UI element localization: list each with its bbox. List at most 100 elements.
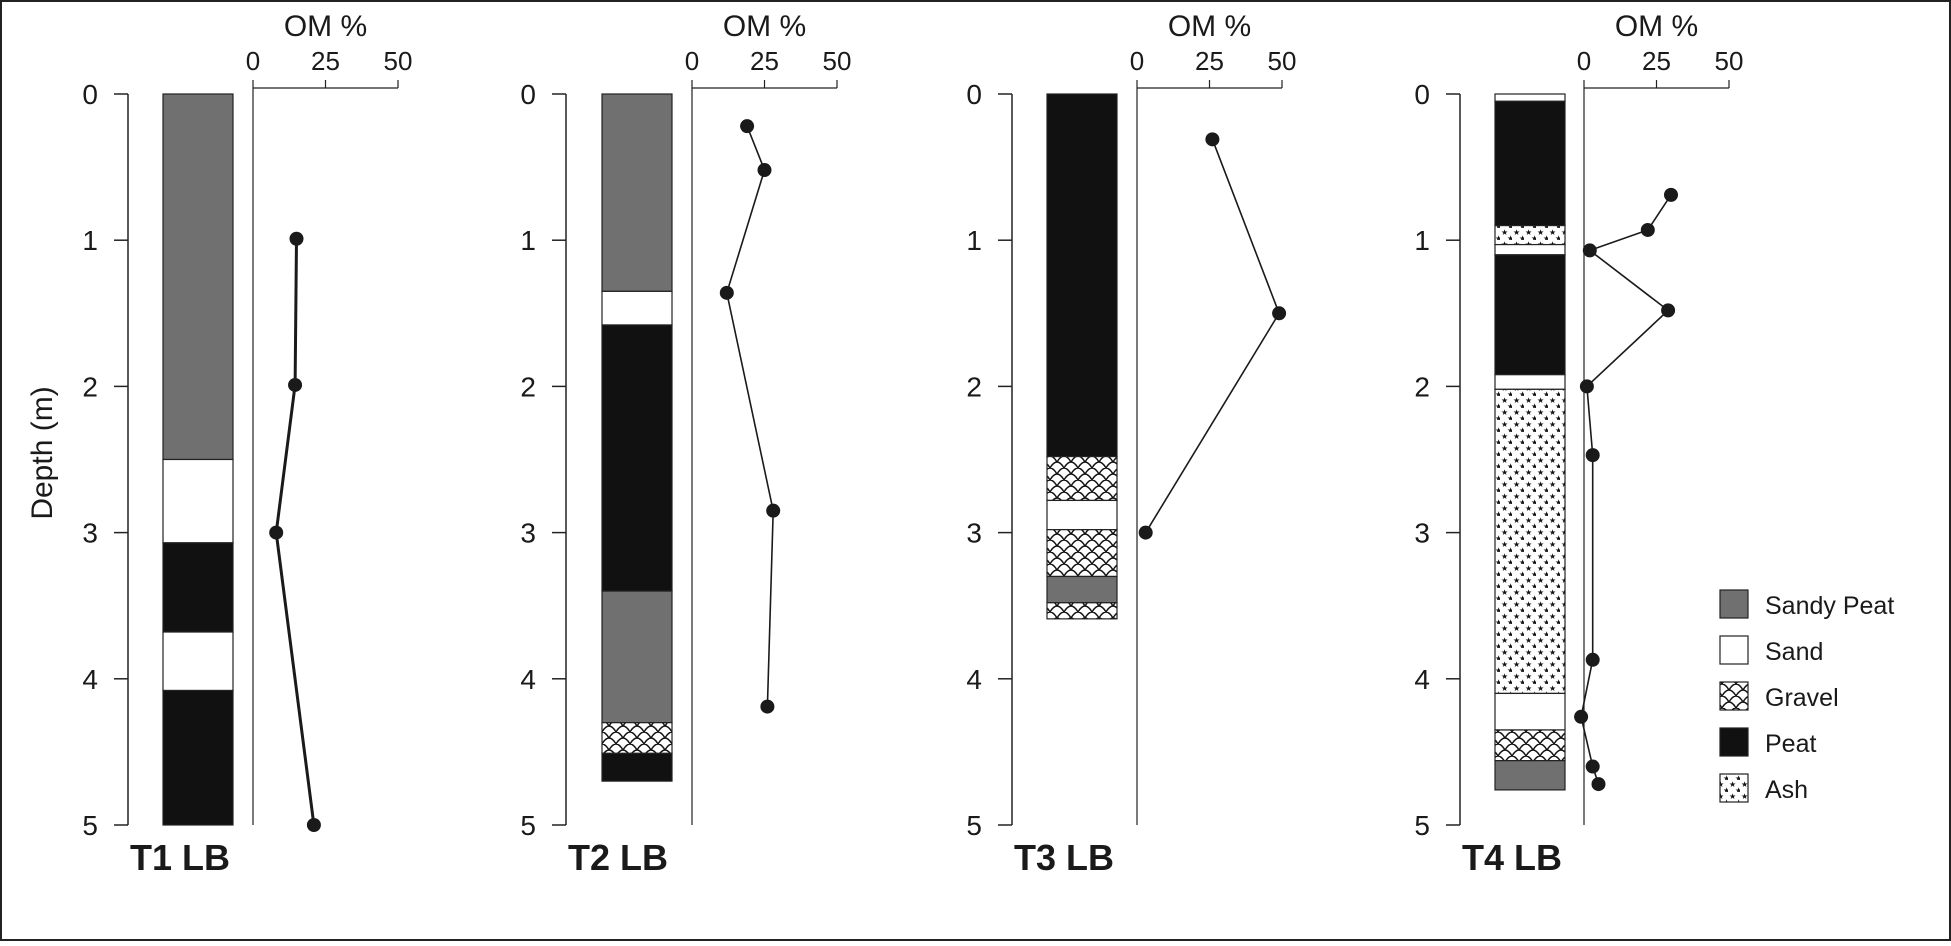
om-tick-label: 0 xyxy=(246,46,260,76)
y-axis-label: Depth (m) xyxy=(26,386,59,519)
depth-tick-label: 1 xyxy=(520,225,536,256)
om-data-point xyxy=(1661,303,1676,318)
layer-sand xyxy=(1494,93,1566,102)
layer-sandy-peat xyxy=(601,93,673,292)
om-data-point xyxy=(1579,379,1594,394)
layer-sand xyxy=(601,290,673,326)
om-tick-label: 25 xyxy=(311,46,340,76)
layer-peat xyxy=(601,752,673,782)
om-tick-label: 25 xyxy=(750,46,779,76)
om-data-point xyxy=(1138,525,1153,540)
legend-label: Gravel xyxy=(1765,684,1839,712)
legend-label: Ash xyxy=(1765,776,1808,804)
om-series-line xyxy=(1580,194,1672,785)
layer-peat xyxy=(162,689,234,826)
layer-peat xyxy=(1046,93,1118,458)
om-data-point xyxy=(1585,652,1600,667)
om-data-point xyxy=(757,163,772,178)
legend-swatch-peat xyxy=(1719,727,1749,757)
om-axis-label: OM % xyxy=(723,10,806,43)
om-series-line xyxy=(1145,139,1280,534)
panel-title: T2 LB xyxy=(568,837,668,878)
om-tick-label: 50 xyxy=(1715,46,1744,76)
om-data-point xyxy=(289,231,304,246)
layer-sandy-peat xyxy=(601,590,673,724)
depth-tick-label: 2 xyxy=(966,371,982,402)
layer-sand xyxy=(1494,374,1566,390)
om-tick-label: 0 xyxy=(1130,46,1144,76)
depth-tick-label: 4 xyxy=(82,664,98,695)
om-data-point xyxy=(1664,187,1678,202)
om-tick-label: 0 xyxy=(1577,46,1591,76)
layer-peat xyxy=(1494,100,1566,227)
layer-sandy-peat xyxy=(1494,760,1566,791)
om-series-line xyxy=(725,125,775,707)
om-tick-label: 50 xyxy=(384,46,413,76)
depth-tick-label: 4 xyxy=(966,664,982,695)
depth-tick-label: 2 xyxy=(520,371,536,402)
depth-tick-label: 4 xyxy=(1414,664,1430,695)
om-tick-label: 0 xyxy=(685,46,699,76)
layer-sandy-peat xyxy=(162,93,234,461)
layer-sand xyxy=(1494,692,1566,731)
layer-sand xyxy=(162,458,234,544)
layer-gravel xyxy=(601,722,673,754)
om-tick-label: 25 xyxy=(1642,46,1671,76)
layer-gravel xyxy=(1046,529,1118,578)
depth-tick-label: 3 xyxy=(82,518,98,549)
layer-ash xyxy=(1494,224,1566,246)
panel-title: T4 LB xyxy=(1462,837,1562,878)
layer-gravel xyxy=(1046,602,1118,620)
om-data-point xyxy=(1640,222,1655,237)
panel-title: T1 LB xyxy=(130,837,230,878)
om-data-point xyxy=(269,525,284,540)
panel-title: T3 LB xyxy=(1014,837,1114,878)
depth-tick-label: 5 xyxy=(1414,810,1430,841)
om-data-point xyxy=(1585,448,1600,463)
legend-label: Sandy Peat xyxy=(1765,592,1894,620)
om-axis-label: OM % xyxy=(284,10,367,43)
om-data-point xyxy=(1205,132,1220,147)
om-data-point xyxy=(1574,709,1589,724)
depth-tick-label: 0 xyxy=(966,79,982,110)
om-data-point xyxy=(740,119,755,134)
depth-tick-label: 0 xyxy=(82,79,98,110)
legend-label: Peat xyxy=(1765,730,1816,758)
om-data-point xyxy=(1582,243,1597,258)
om-tick-label: 50 xyxy=(823,46,852,76)
depth-tick-label: 1 xyxy=(966,225,982,256)
depth-tick-label: 2 xyxy=(1414,371,1430,402)
depth-tick-label: 1 xyxy=(82,225,98,256)
depth-tick-label: 3 xyxy=(520,518,536,549)
legend-swatch-ash xyxy=(1719,773,1749,803)
om-data-point xyxy=(306,818,321,832)
depth-tick-label: 0 xyxy=(1414,79,1430,110)
depth-tick-label: 1 xyxy=(1414,225,1430,256)
om-data-point xyxy=(1585,759,1600,774)
om-data-point xyxy=(1272,306,1287,321)
legend-swatch-gravel xyxy=(1719,681,1749,711)
layer-sand xyxy=(1046,499,1118,531)
layer-gravel xyxy=(1046,455,1118,502)
om-data-point xyxy=(288,377,303,392)
depth-tick-label: 4 xyxy=(520,664,536,695)
layer-gravel xyxy=(1494,729,1566,762)
layer-ash xyxy=(1494,388,1566,695)
legend-label: Sand xyxy=(1765,638,1823,666)
legend: Sandy Peat Sand Gravel Peat Ash xyxy=(1719,589,1894,804)
om-data-point xyxy=(766,503,781,518)
layer-sand xyxy=(1494,243,1566,256)
layer-sandy-peat xyxy=(1046,575,1118,604)
depth-tick-label: 5 xyxy=(520,810,536,841)
om-axis-label: OM % xyxy=(1168,10,1251,43)
depth-tick-label: 2 xyxy=(82,371,98,402)
depth-tick-label: 3 xyxy=(966,518,982,549)
layer-sand xyxy=(162,631,234,692)
layer-peat xyxy=(601,324,673,592)
